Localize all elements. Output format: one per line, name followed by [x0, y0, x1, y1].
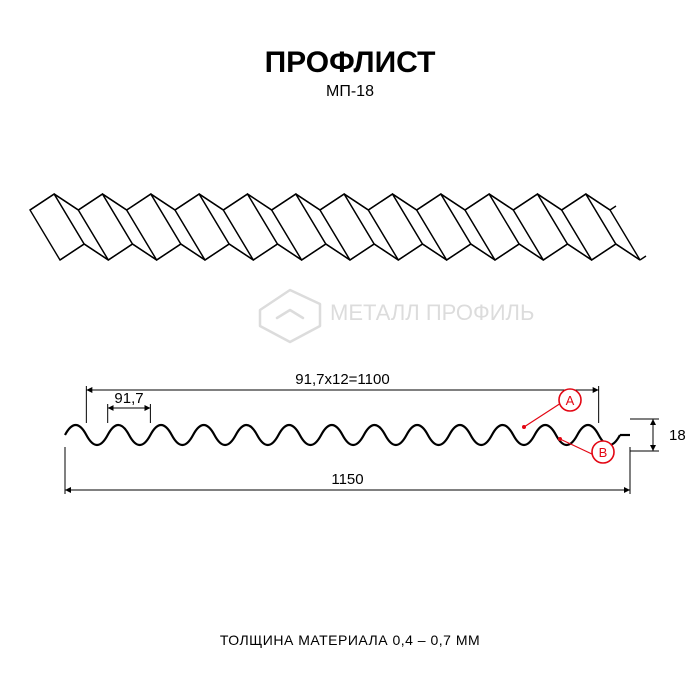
svg-text:МЕТАЛЛ ПРОФИЛЬ: МЕТАЛЛ ПРОФИЛЬ	[330, 300, 534, 325]
dim-height: 18	[669, 427, 686, 444]
marker-b-label: В	[599, 445, 608, 460]
dim-bottom: 1150	[331, 471, 363, 488]
isometric-sheet	[30, 194, 646, 260]
diagram-title: ПРОФЛИСТ	[265, 46, 436, 79]
profile-wave	[65, 425, 620, 445]
dim-pitch: 91,7	[114, 390, 143, 407]
cross-section: 91,7х12=1100 91,7 1150 18 А В	[65, 371, 686, 494]
diagram-subtitle: МП-18	[326, 83, 374, 100]
footer-text: ТОЛЩИНА МАТЕРИАЛА 0,4 – 0,7 ММ	[220, 632, 480, 648]
dim-top: 91,7х12=1100	[295, 371, 389, 388]
marker-a-label: А	[566, 393, 575, 408]
watermark: МЕТАЛЛ ПРОФИЛЬ	[260, 290, 534, 342]
